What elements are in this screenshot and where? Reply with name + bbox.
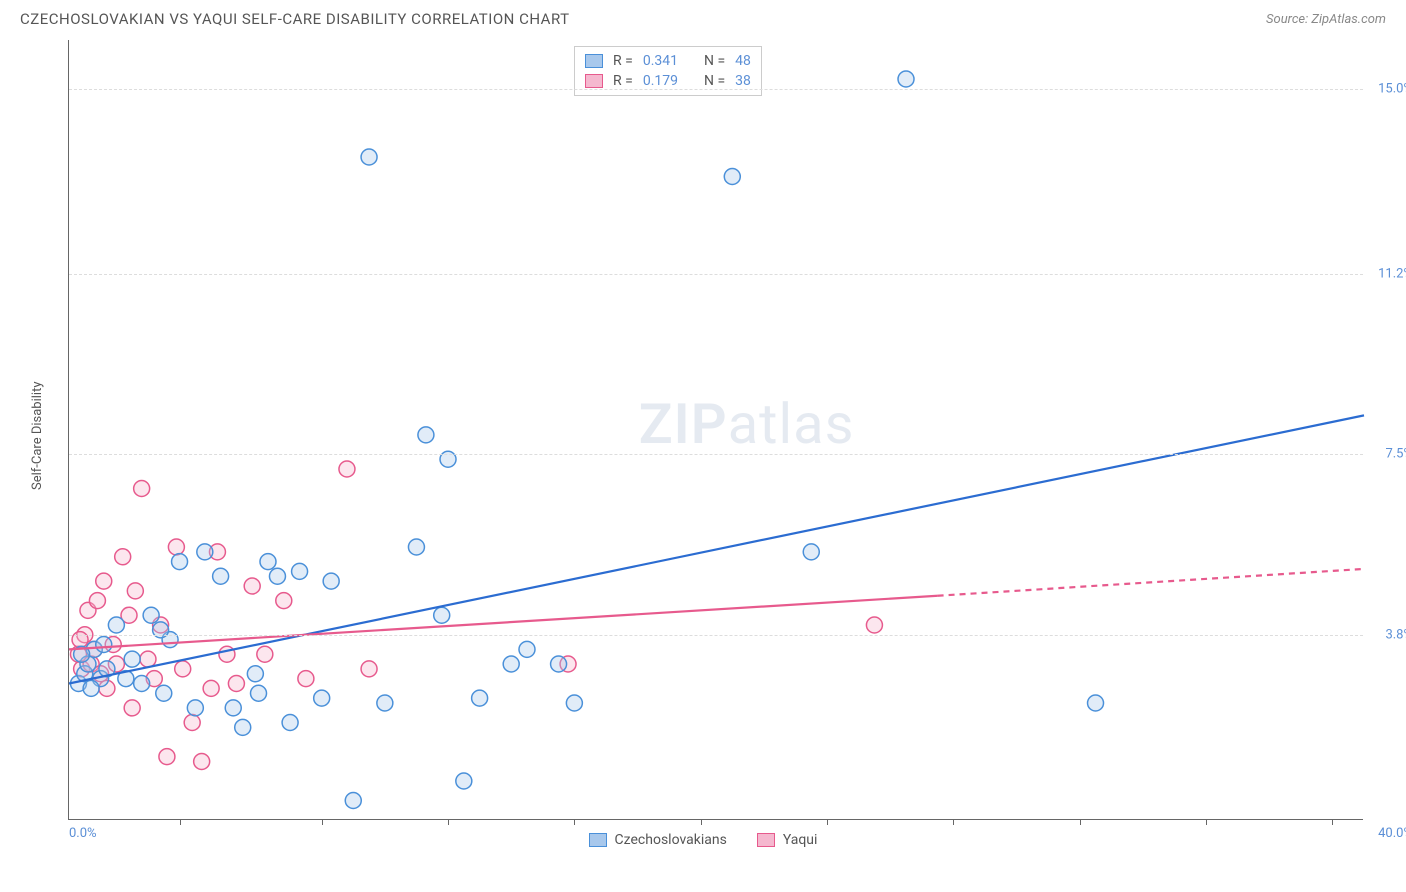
data-point — [503, 656, 519, 672]
gridline — [69, 89, 1363, 90]
data-point — [456, 773, 472, 789]
data-point — [194, 754, 210, 770]
data-point — [323, 573, 339, 589]
data-point — [377, 695, 393, 711]
gridline — [69, 274, 1363, 275]
x-axis-label-left: 0.0% — [69, 826, 97, 841]
x-tick-mark — [827, 819, 828, 825]
data-point — [96, 573, 112, 589]
data-point — [235, 719, 251, 735]
data-point — [172, 554, 188, 570]
x-axis-label-right: 40.0% — [1378, 826, 1406, 841]
data-point — [361, 149, 377, 165]
data-point — [168, 539, 184, 555]
data-point — [898, 71, 914, 87]
y-axis-label: Self-Care Disability — [30, 382, 45, 490]
data-point — [124, 651, 140, 667]
data-point — [187, 700, 203, 716]
data-point — [566, 695, 582, 711]
plot-area: ZIPatlas R = 0.341 N = 48 R = 0.179 N = … — [68, 40, 1363, 820]
data-point — [244, 578, 260, 594]
data-point — [225, 700, 241, 716]
x-tick-mark — [1080, 819, 1081, 825]
scatter-svg — [69, 40, 1364, 820]
data-point — [803, 544, 819, 560]
legend-item-b: Yaqui — [757, 832, 818, 848]
x-tick-mark — [322, 819, 323, 825]
trend-line — [938, 569, 1364, 596]
data-point — [197, 544, 213, 560]
data-point — [434, 607, 450, 623]
y-tick-label: 7.5% — [1385, 447, 1406, 462]
swatch-series-b — [757, 833, 775, 847]
data-point — [127, 583, 143, 599]
data-point — [519, 641, 535, 657]
x-tick-mark — [1206, 819, 1207, 825]
x-tick-mark — [180, 819, 181, 825]
data-point — [269, 568, 285, 584]
data-point — [124, 700, 140, 716]
data-point — [175, 661, 191, 677]
data-point — [292, 563, 308, 579]
data-point — [1088, 695, 1104, 711]
data-point — [314, 690, 330, 706]
data-point — [339, 461, 355, 477]
data-point — [134, 676, 150, 692]
gridline — [69, 454, 1363, 455]
trend-line — [69, 596, 938, 650]
data-point — [156, 685, 172, 701]
data-point — [89, 593, 105, 609]
data-point — [96, 637, 112, 653]
legend-item-a: Czechoslovakians — [589, 832, 727, 848]
data-point — [83, 680, 99, 696]
y-tick-label: 3.8% — [1385, 627, 1406, 642]
chart-header: CZECHOSLOVAKIAN VS YAQUI SELF-CARE DISAB… — [0, 0, 1406, 40]
data-point — [260, 554, 276, 570]
x-tick-mark — [574, 819, 575, 825]
data-point — [418, 427, 434, 443]
data-point — [282, 715, 298, 731]
data-point — [115, 549, 131, 565]
data-point — [361, 661, 377, 677]
x-tick-mark — [448, 819, 449, 825]
data-point — [213, 568, 229, 584]
y-tick-label: 11.2% — [1378, 267, 1406, 282]
data-point — [472, 690, 488, 706]
data-point — [257, 646, 273, 662]
data-point — [551, 656, 567, 672]
chart-title: CZECHOSLOVAKIAN VS YAQUI SELF-CARE DISAB… — [20, 10, 570, 28]
x-tick-mark — [953, 819, 954, 825]
x-tick-mark — [701, 819, 702, 825]
gridline — [69, 635, 1363, 636]
legend-series: Czechoslovakians Yaqui — [20, 820, 1386, 848]
data-point — [298, 671, 314, 687]
source-label: Source: ZipAtlas.com — [1266, 12, 1386, 27]
data-point — [866, 617, 882, 633]
data-point — [159, 749, 175, 765]
legend-label-a: Czechoslovakians — [615, 832, 727, 848]
x-tick-mark — [1332, 819, 1333, 825]
trend-line — [69, 415, 1364, 683]
y-tick-label: 15.0% — [1378, 81, 1406, 96]
data-point — [203, 680, 219, 696]
data-point — [134, 481, 150, 497]
data-point — [276, 593, 292, 609]
data-point — [247, 666, 263, 682]
data-point — [408, 539, 424, 555]
data-point — [140, 651, 156, 667]
data-point — [251, 685, 267, 701]
chart-container: Self-Care Disability ZIPatlas R = 0.341 … — [20, 40, 1386, 848]
legend-label-b: Yaqui — [783, 832, 818, 848]
data-point — [228, 676, 244, 692]
data-point — [108, 617, 124, 633]
data-point — [184, 715, 200, 731]
data-point — [724, 169, 740, 185]
swatch-series-a — [589, 833, 607, 847]
data-point — [345, 793, 361, 809]
data-point — [143, 607, 159, 623]
